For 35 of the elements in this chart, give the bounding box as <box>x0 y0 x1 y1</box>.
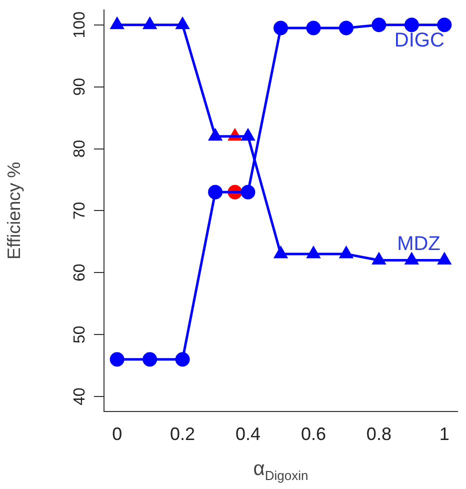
x-tick-label: 0.6 <box>300 424 326 444</box>
point <box>405 253 418 265</box>
point <box>437 18 452 32</box>
point <box>372 253 386 265</box>
point <box>208 129 222 141</box>
y-tick-label: 90 <box>71 78 88 96</box>
point <box>306 20 321 36</box>
point <box>240 184 256 200</box>
point <box>208 184 223 200</box>
point <box>176 18 189 30</box>
series-label: DIGC <box>394 29 444 52</box>
point <box>274 20 288 36</box>
x-tick-label: 0 <box>112 424 122 444</box>
point <box>338 20 354 36</box>
y-axis-title: Efficiency % <box>4 162 24 260</box>
series-label: MDZ <box>397 232 440 255</box>
point <box>143 18 156 30</box>
point <box>372 18 386 32</box>
point <box>404 18 419 32</box>
y-tick-label: 80 <box>71 140 88 158</box>
y-tick-label: 40 <box>71 388 88 406</box>
y-tick-label: 70 <box>71 202 88 220</box>
y-tick-label: 50 <box>71 326 88 344</box>
point <box>438 253 451 265</box>
point <box>340 246 353 258</box>
y-tick-label: 60 <box>71 264 88 282</box>
x-tick-label: 0.4 <box>236 424 261 444</box>
point <box>307 246 320 258</box>
x-tick-label: 1 <box>439 424 450 444</box>
y-tick-label: 100 <box>71 11 88 38</box>
x-tick-label: 0.8 <box>366 424 392 444</box>
point <box>242 129 254 141</box>
x-tick-label: 0.2 <box>170 424 196 444</box>
point <box>274 246 288 258</box>
point <box>110 18 124 30</box>
